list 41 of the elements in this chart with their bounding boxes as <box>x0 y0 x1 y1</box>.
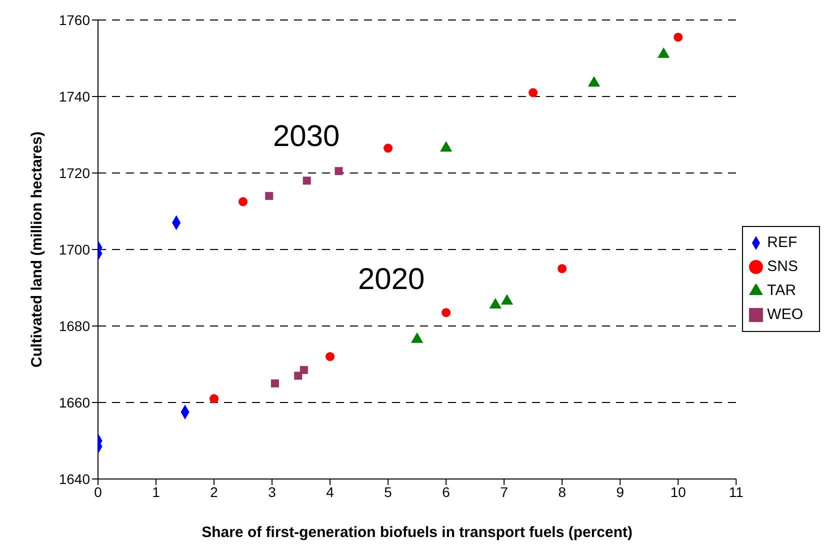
y-tick-label: 1680 <box>58 318 90 334</box>
y-axis-title: Cultivated land (million hectares) <box>28 132 46 368</box>
point <box>384 144 393 153</box>
x-tick-label: 11 <box>728 484 744 500</box>
legend-label: TAR <box>767 282 796 298</box>
x-tick-label: 8 <box>558 484 566 500</box>
point <box>238 197 248 206</box>
legend-label: SNS <box>767 258 798 274</box>
x-tick-label: 2 <box>210 484 218 500</box>
y-tick-label: 1720 <box>58 164 90 181</box>
x-tick-label: 0 <box>94 484 102 500</box>
point <box>528 88 538 98</box>
x-tick-label: 6 <box>442 484 450 500</box>
point <box>334 167 343 176</box>
x-tick-label: 9 <box>616 484 624 500</box>
x-tick-label: 10 <box>670 484 686 500</box>
x-tick-label: 5 <box>384 484 392 500</box>
y-tick-label: 1660 <box>58 394 90 410</box>
y-tick-label: 1640 <box>58 470 90 487</box>
point <box>270 379 279 388</box>
point <box>558 264 567 274</box>
x-tick-label: 4 <box>326 484 334 500</box>
y-tick-label: 1760 <box>58 12 90 28</box>
point <box>294 372 302 380</box>
point <box>302 176 311 185</box>
y-tick-label: 1700 <box>58 241 90 258</box>
x-axis-title: Share of first-generation biofuels in transport fuels (percent) <box>202 524 633 541</box>
point <box>326 352 335 362</box>
legend-label: REF <box>767 234 798 250</box>
x-tick-label: 1 <box>152 484 160 500</box>
point <box>265 192 274 200</box>
point <box>674 32 683 42</box>
x-tick-label: 7 <box>500 484 508 500</box>
y-tick-label: 1740 <box>58 88 90 104</box>
point <box>300 366 308 374</box>
point <box>442 308 451 318</box>
x-tick-label: 3 <box>268 484 276 500</box>
legend-label: WEO <box>767 306 803 322</box>
point <box>210 394 219 404</box>
annotation: 2030 <box>273 120 340 154</box>
annotation: 2020 <box>358 263 425 297</box>
